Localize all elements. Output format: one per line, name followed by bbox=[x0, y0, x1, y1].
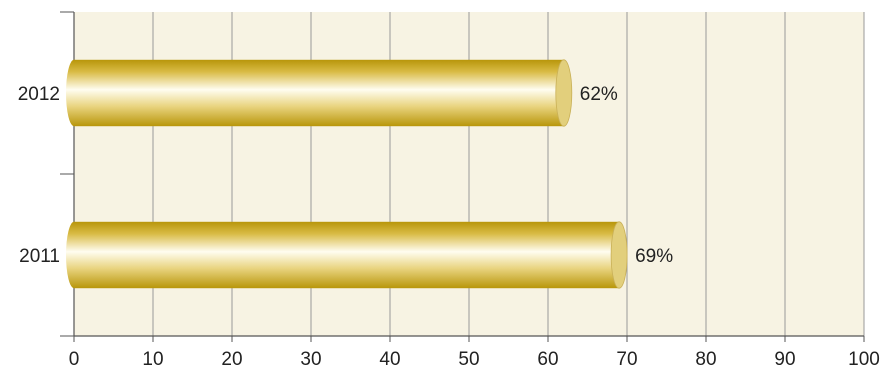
bar-left-end bbox=[66, 222, 82, 288]
bar-2012 bbox=[66, 60, 572, 126]
bar-value-label: 62% bbox=[580, 84, 618, 105]
bar-cap bbox=[611, 222, 627, 288]
x-tick-label: 90 bbox=[774, 349, 795, 368]
bar-value-label: 69% bbox=[635, 246, 673, 267]
x-tick-label: 0 bbox=[69, 349, 80, 368]
bar-body bbox=[74, 222, 619, 288]
x-tick-label: 30 bbox=[300, 349, 321, 368]
x-tick-label: 40 bbox=[379, 349, 400, 368]
x-tick-label: 70 bbox=[616, 349, 637, 368]
bar-cap bbox=[556, 60, 572, 126]
x-tick-label: 100 bbox=[848, 349, 880, 368]
bar-body bbox=[74, 60, 564, 126]
bar-left-end bbox=[66, 60, 82, 126]
x-tick-label: 20 bbox=[221, 349, 242, 368]
y-tick-label: 2012 bbox=[18, 84, 60, 105]
x-tick-label: 10 bbox=[142, 349, 163, 368]
x-tick-label: 80 bbox=[695, 349, 716, 368]
x-tick-label: 60 bbox=[537, 349, 558, 368]
y-tick-label: 2011 bbox=[19, 246, 60, 267]
x-tick-label: 50 bbox=[458, 349, 479, 368]
bar-2011 bbox=[66, 222, 627, 288]
